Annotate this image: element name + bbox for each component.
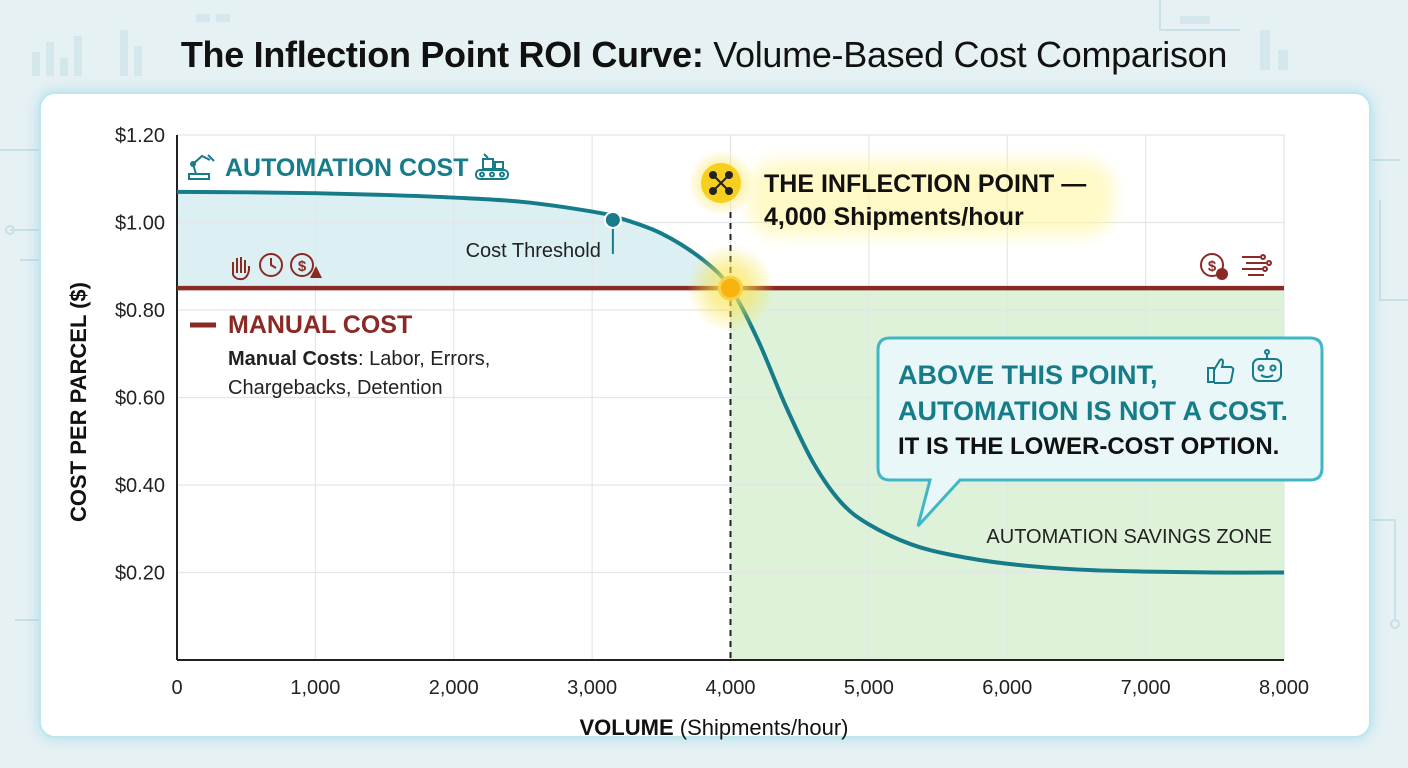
y-tick-label: $1.00 bbox=[115, 213, 165, 235]
network-nodes-icon bbox=[709, 171, 733, 195]
inflection-point-value: 4,000 Shipments/hour bbox=[764, 203, 1024, 231]
y-tick-label: $0.20 bbox=[115, 563, 165, 585]
callout-line-1: ABOVE THIS POINT, bbox=[898, 360, 1158, 390]
x-axis-label-rest: (Shipments/hour) bbox=[680, 715, 849, 740]
inflection-label-glow bbox=[748, 160, 1114, 236]
manual-cost-label: MANUAL COST bbox=[228, 311, 412, 339]
x-tick-label: 5,000 bbox=[844, 677, 894, 699]
x-axis-label: VOLUME (Shipments/hour) bbox=[580, 715, 849, 740]
x-tick-label: 2,000 bbox=[429, 677, 479, 699]
y-tick-labels: $0.20 $0.40 $0.60 $0.80 $1.00 $1.20 bbox=[115, 125, 165, 585]
manual-costs-description-line1: Manual Costs: Labor, Errors, bbox=[228, 348, 490, 370]
automation-cost-label: AUTOMATION COST bbox=[225, 154, 469, 182]
robot-face-icon bbox=[1252, 349, 1282, 382]
y-tick-label: $0.60 bbox=[115, 388, 165, 410]
svg-text:$: $ bbox=[1208, 258, 1217, 275]
inflection-point-marker bbox=[718, 275, 743, 301]
automation-cost-curve bbox=[176, 189, 1285, 575]
chart-title: The Inflection Point ROI Curve: Volume-B… bbox=[0, 34, 1408, 76]
robot-arm-icon bbox=[188, 154, 215, 180]
y-tick-label: $0.40 bbox=[115, 475, 165, 497]
y-tick-label: $1.20 bbox=[115, 125, 165, 147]
x-tick-label: 8,000 bbox=[1259, 677, 1309, 699]
savings-zone-label: AUTOMATION SAVINGS ZONE bbox=[986, 526, 1272, 548]
clock-icon bbox=[259, 253, 283, 277]
x-axis-label-bold: VOLUME bbox=[580, 715, 674, 740]
x-tick-label: 6,000 bbox=[982, 677, 1032, 699]
callout-line-2: AUTOMATION IS NOT A COST. bbox=[898, 396, 1288, 426]
x-tick-label: 7,000 bbox=[1121, 677, 1171, 699]
x-tick-label: 3,000 bbox=[567, 677, 617, 699]
x-tick-label: 1,000 bbox=[290, 677, 340, 699]
x-tick-label: 4,000 bbox=[705, 677, 755, 699]
svg-text:$: $ bbox=[298, 258, 307, 275]
cost-threshold-label: Cost Threshold bbox=[466, 240, 601, 262]
hand-icon bbox=[232, 257, 250, 281]
chart-title-regular: Volume-Based Cost Comparison bbox=[713, 34, 1228, 75]
cost-threshold-marker bbox=[603, 210, 622, 229]
dollar-warning-icon: $ bbox=[290, 253, 322, 278]
manual-costs-description-bold: Manual Costs bbox=[228, 348, 358, 370]
conveyor-box-icon bbox=[475, 153, 509, 180]
circuit-lines-icon bbox=[1242, 254, 1272, 276]
chart-title-bold: The Inflection Point ROI Curve: bbox=[180, 34, 704, 75]
manual-costs-description-rest: : Labor, Errors, bbox=[358, 348, 490, 370]
dollar-cancel-icon: $ bbox=[1200, 253, 1228, 280]
x-tick-labels: 0 1,000 2,000 3,000 4,000 5,000 6,000 7,000 8,00… bbox=[171, 677, 1309, 699]
manual-costs-description-line2: Chargebacks, Detention bbox=[228, 377, 443, 399]
y-tick-label: $0.80 bbox=[115, 300, 165, 322]
inflection-point-title: THE INFLECTION POINT — bbox=[764, 170, 1086, 198]
callout-line-3: IT IS THE LOWER-COST OPTION. bbox=[898, 433, 1279, 460]
y-axis-label: COST PER PARCEL ($) bbox=[66, 282, 91, 522]
x-tick-label: 0 bbox=[171, 677, 182, 699]
callout-bubble bbox=[876, 336, 1324, 528]
thumbs-up-icon bbox=[1207, 358, 1235, 384]
